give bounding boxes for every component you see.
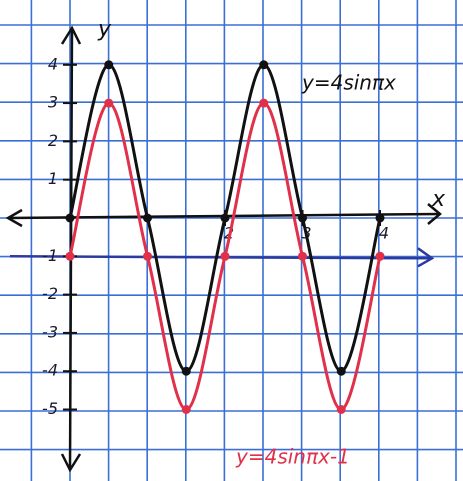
point (66, 252, 75, 261)
point (182, 405, 191, 414)
point (259, 99, 268, 108)
point (104, 99, 113, 108)
point (298, 252, 307, 261)
page: {"chart_data": { "type": "line", "x_labe… (0, 0, 463, 481)
legend-label: y=4sinπx-1 (235, 445, 350, 469)
point (221, 214, 230, 223)
y-tick-label: 3 (48, 93, 58, 112)
point (337, 367, 346, 376)
y-tick-label: 1 (48, 169, 58, 188)
point (143, 214, 152, 223)
legend-label: y=4sinπx (301, 71, 396, 95)
point (182, 367, 191, 376)
y-tick-label: -3 (42, 322, 58, 341)
x-tick-label: 4 (379, 224, 389, 243)
chart: y x 4321-1-2-3-4-5234y=4sinπxy=4sinπx-1 (0, 0, 463, 481)
point (221, 252, 230, 261)
y-tick-label: -2 (42, 284, 58, 303)
y-tick-label: 4 (48, 54, 58, 73)
point (259, 60, 268, 69)
point (298, 214, 307, 223)
y-tick-label: -4 (42, 361, 58, 380)
point (143, 252, 152, 261)
y-tick-label: 2 (48, 131, 58, 150)
point (376, 252, 385, 261)
point (66, 214, 75, 223)
y-axis-title: y (97, 17, 112, 42)
point (104, 60, 113, 69)
point (376, 214, 385, 223)
y-tick-label: -1 (42, 246, 58, 265)
point (337, 405, 346, 414)
y-tick-label: -5 (42, 399, 58, 418)
